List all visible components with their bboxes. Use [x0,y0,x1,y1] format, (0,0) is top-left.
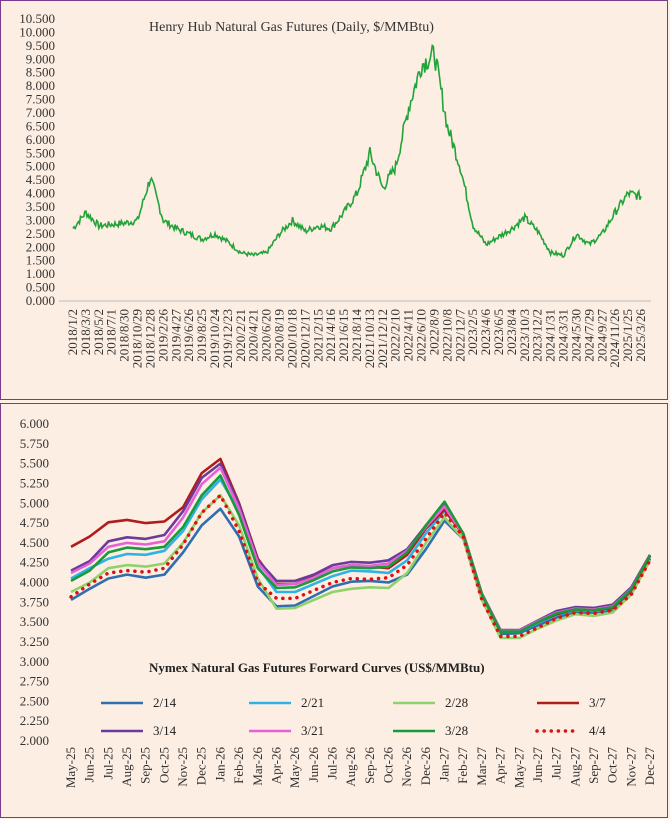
y-tick-label: 2.250 [20,713,49,728]
y-tick-label: 6.000 [26,132,55,147]
y-tick-label: 7.000 [26,105,55,120]
legend-label: 3/28 [445,723,468,738]
y-tick-label: 5.000 [26,159,55,174]
x-tick-label: Dec-25 [194,747,209,785]
x-tick-label: Aug-25 [119,747,134,787]
y-tick-label: 8.500 [26,65,55,80]
x-tick-label: 2025/3/26 [633,309,648,362]
x-tick-label: Aug-27 [567,747,582,787]
x-tick-label: Sep-26 [362,747,377,784]
y-tick-label: 9.500 [26,38,55,53]
x-tick-label: Apr-26 [268,747,283,785]
x-tick-label: Jul-25 [100,747,115,780]
y-tick-label: 3.250 [20,634,49,649]
x-tick-label: Oct-27 [605,747,620,784]
x-tick-label: Nov-26 [399,747,414,787]
y-tick-label: 3.750 [20,594,49,609]
x-tick-label: Nov-27 [623,747,638,787]
y-tick-label: 4.500 [26,172,55,187]
y-tick-label: 4.750 [20,515,49,530]
x-tick-label: May-27 [511,747,526,789]
x-tick-label: Mar-27 [474,747,489,786]
y-tick-label: 5.500 [20,456,49,471]
y-tick-label: 7.500 [26,92,55,107]
y-tick-label: 2.500 [26,226,55,241]
series-line-henry-hub [73,46,641,257]
chart-title: Henry Hub Natural Gas Futures (Daily, $/… [149,20,434,35]
y-tick-label: 5.250 [20,475,49,490]
x-tick-label: Aug-26 [343,747,358,787]
y-tick-label: 6.500 [26,118,55,133]
y-tick-label: 4.250 [20,555,49,570]
x-tick-label: Feb-26 [231,747,246,784]
x-tick-label: Dec-26 [418,747,433,786]
x-tick-label: Jun-26 [306,747,321,783]
legend-label: 2/21 [301,695,324,710]
x-tick-label: Jan-26 [212,747,227,782]
x-tick-label: Nov-25 [175,747,190,787]
series-line-3-7 [71,459,650,632]
y-tick-label: 8.000 [26,78,55,93]
x-tick-label: Jul-27 [549,747,564,780]
y-tick-label: 10.500 [19,11,55,26]
y-tick-label: 0.000 [26,293,55,308]
legend-label: 2/14 [153,695,177,710]
x-tick-label: Sep-27 [586,747,601,784]
x-tick-label: May-26 [287,747,302,789]
y-tick-label: 2.500 [20,693,49,708]
x-tick-label: Dec-27 [642,747,657,786]
x-tick-label: Apr-27 [493,747,508,785]
y-tick-label: 5.750 [20,436,49,451]
series-line-3-28 [71,476,650,632]
y-tick-label: 3.000 [20,654,49,669]
y-tick-label: 4.000 [20,575,49,590]
y-tick-label: 5.500 [26,145,55,160]
x-tick-label: Oct-25 [156,747,171,783]
x-tick-label: Oct-26 [381,747,396,784]
y-tick-label: 3.000 [26,212,55,227]
henry-hub-chart: 0.0000.5001.0001.5002.0002.5003.0003.500… [1,1,669,401]
y-tick-label: 4.500 [20,535,49,550]
x-tick-label: Jun-25 [82,747,97,782]
forward-curves-chart-panel: 2.000 2.250 2.500 2.750 3.000 3.250 3.500 3.750… [0,403,668,818]
series-line-3-21 [71,468,650,631]
chart-title: Nymex Natural Gas Futures Forward Curves… [149,660,485,675]
y-tick-label: 6.000 [20,416,49,431]
x-tick-label: Feb-27 [455,747,470,784]
x-tick-label: Jan-27 [437,747,452,782]
y-tick-label: 3.500 [20,614,49,629]
y-tick-label: 2.000 [20,733,49,748]
x-tick-label: Mar-26 [250,747,265,786]
y-tick-label: 4.000 [26,186,55,201]
x-tick-label: May-25 [63,747,78,788]
forward-curves-chart: 2.000 2.250 2.500 2.750 3.000 3.250 3.500 3.750… [1,404,669,819]
y-tick-label: 0.500 [26,280,55,295]
y-tick-label: 2.000 [26,239,55,254]
y-tick-label: 2.750 [20,674,49,689]
legend-label: 2/28 [445,695,468,710]
legend-label: 4/4 [589,723,606,738]
x-tick-label: Sep-25 [138,747,153,784]
y-tick-label: 3.500 [26,199,55,214]
x-tick-label: Jun-27 [530,747,545,783]
legend-label: 3/21 [301,723,324,738]
legend-label: 3/7 [589,695,606,710]
y-tick-label: 1.000 [26,266,55,281]
y-tick-label: 10.000 [19,24,55,39]
y-tick-label: 5.000 [20,495,49,510]
y-tick-label: 1.500 [26,253,55,268]
legend-label: 3/14 [153,723,177,738]
y-tick-label: 9.000 [26,51,55,66]
x-tick-label: Jul-26 [324,747,339,780]
